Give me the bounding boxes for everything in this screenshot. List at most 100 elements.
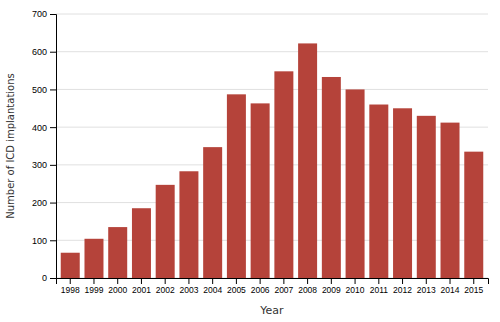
bar [251, 103, 270, 278]
x-tick: 2002 [156, 278, 175, 295]
y-tick: 700 [32, 9, 56, 19]
y-axis-title: Number of ICD implantations [5, 73, 16, 219]
x-tick: 2007 [274, 278, 293, 295]
tick-mark [378, 278, 379, 284]
bars [61, 43, 484, 278]
x-tick: 2009 [322, 278, 341, 295]
tick-mark [50, 240, 56, 241]
tick-mark [117, 278, 118, 284]
axis-line [50, 15, 57, 279]
bar [369, 105, 388, 278]
x-tick: 2003 [179, 278, 198, 295]
bar [132, 208, 151, 278]
bar [61, 253, 80, 278]
tick-label: 2012 [393, 285, 412, 295]
tick-mark [426, 278, 427, 284]
tick-label: 200 [32, 198, 47, 208]
tick-label: 700 [32, 9, 47, 19]
tick-mark [307, 278, 308, 284]
bar [393, 108, 412, 278]
bar [179, 171, 198, 278]
tick-mark [165, 278, 166, 284]
tick-mark [93, 278, 94, 284]
bar [274, 71, 293, 278]
tick-mark [260, 278, 261, 284]
grid-line [56, 51, 488, 52]
tick-mark [50, 278, 56, 279]
axis-line [57, 279, 489, 285]
tick-mark [70, 278, 71, 284]
tick-label: 2014 [441, 285, 460, 295]
tick-label: 2013 [417, 285, 436, 295]
tick-label: 1999 [85, 285, 104, 295]
bar [156, 185, 175, 278]
x-tick: 2000 [108, 278, 127, 295]
tick-mark [50, 203, 56, 204]
tick-mark [402, 278, 403, 284]
tick-label: 2001 [132, 285, 151, 295]
tick-label: 2006 [251, 285, 270, 295]
x-tick: 2010 [346, 278, 365, 295]
tick-label: 2007 [274, 285, 293, 295]
bar [203, 147, 222, 278]
tick-label: 2015 [464, 285, 483, 295]
y-tick: 600 [32, 47, 56, 57]
tick-mark [50, 14, 56, 15]
tick-label: 2010 [346, 285, 365, 295]
x-axis: 1998 1999 2000 2001 2002 2003 2004 2005 2006 2007… [57, 278, 489, 295]
tick-mark [331, 278, 332, 284]
tick-label: 2005 [227, 285, 246, 295]
tick-mark [212, 278, 213, 284]
grid-line [56, 14, 488, 15]
tick-mark [50, 127, 56, 128]
tick-mark [355, 278, 356, 284]
x-tick: 2006 [251, 278, 270, 295]
tick-label: 600 [32, 47, 47, 57]
x-tick: 2008 [298, 278, 317, 295]
y-tick: 100 [32, 236, 56, 246]
grid-line [56, 89, 488, 90]
tick-mark [283, 278, 284, 284]
bar [108, 227, 127, 278]
tick-mark [50, 52, 56, 53]
tick-mark [473, 278, 474, 284]
x-tick: 2011 [370, 278, 389, 295]
tick-label: 2002 [156, 285, 175, 295]
tick-label: 100 [32, 236, 47, 246]
y-tick: 400 [32, 123, 56, 133]
bar [298, 43, 317, 278]
tick-label: 400 [32, 123, 47, 133]
tick-mark [450, 278, 451, 284]
y-axis: 0100200300400500600700 [32, 9, 57, 283]
tick-label: 2008 [298, 285, 317, 295]
tick-label: 500 [32, 85, 47, 95]
bar [322, 77, 341, 278]
tick-label: 1998 [61, 285, 80, 295]
tick-label: 2009 [322, 285, 341, 295]
tick-label: 2000 [108, 285, 127, 295]
x-tick: 2013 [417, 278, 436, 295]
tick-label: 2003 [179, 285, 198, 295]
chart: 1998199920002001200220032004200520062007… [0, 0, 500, 322]
x-tick: 1999 [85, 278, 104, 295]
tick-mark [141, 278, 142, 284]
bar [464, 152, 483, 278]
x-tick: 2014 [441, 278, 460, 295]
x-tick: 2004 [203, 278, 222, 295]
tick-label: 0 [42, 273, 47, 283]
tick-mark [50, 89, 56, 90]
y-tick: 200 [32, 198, 56, 208]
bar [346, 89, 365, 278]
y-tick: 500 [32, 85, 56, 95]
x-tick: 2001 [132, 278, 151, 295]
bar [84, 239, 103, 278]
x-tick: 2012 [393, 278, 412, 295]
tick-label: 2004 [203, 285, 222, 295]
bar [227, 94, 246, 278]
tick-mark [50, 165, 56, 166]
tick-label: 2011 [370, 285, 389, 295]
x-tick: 2015 [464, 278, 483, 295]
grid [56, 14, 488, 278]
x-tick: 1998 [61, 278, 80, 295]
x-axis-title: Year [259, 304, 284, 317]
